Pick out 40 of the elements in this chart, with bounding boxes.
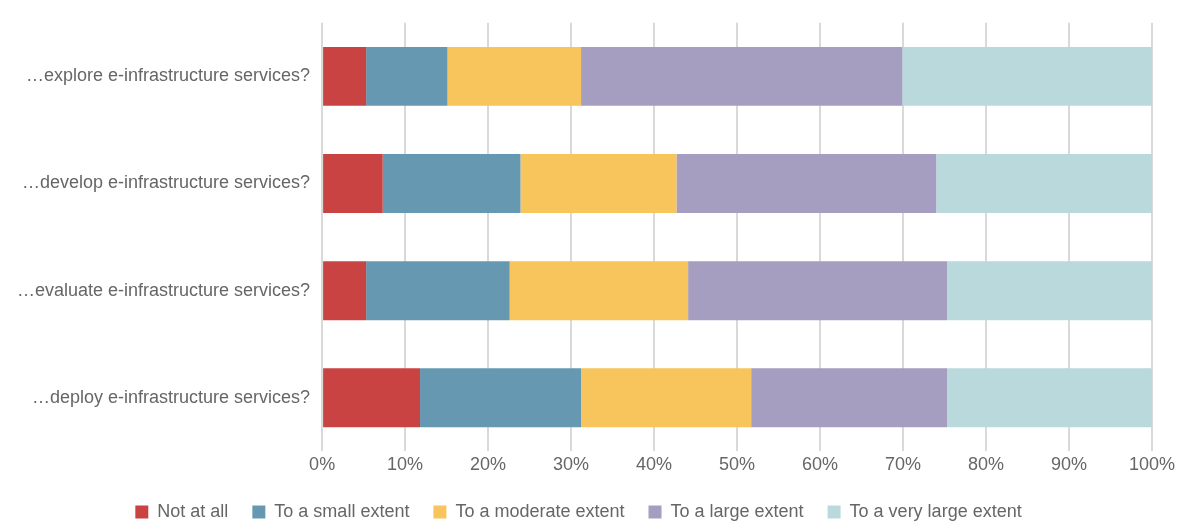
y-tick-label: …deploy e-infrastructure services? — [32, 386, 311, 407]
x-tick-label: 70% — [885, 454, 922, 475]
bar — [366, 261, 510, 321]
y-tick-label: …explore e-infrastructure services? — [26, 65, 311, 86]
x-tick-label: 20% — [470, 454, 507, 475]
x-tick-label: 40% — [636, 454, 673, 475]
bar — [420, 368, 582, 428]
bar — [688, 261, 948, 321]
bar — [947, 261, 1152, 321]
bar — [323, 154, 383, 213]
legend-label: To a moderate extent — [455, 500, 625, 521]
legend-label: To a small extent — [274, 500, 410, 521]
bar — [447, 46, 582, 106]
legend-label: To a very large extent — [849, 500, 1022, 521]
y-tick-label: …evaluate e-infrastructure services? — [17, 279, 311, 300]
bar — [936, 154, 1152, 213]
bar — [509, 261, 689, 321]
x-tick-label: 10% — [387, 454, 424, 475]
x-tick-label: 100% — [1128, 454, 1176, 475]
bar — [323, 46, 367, 106]
bar — [581, 46, 903, 106]
x-tick-label: 60% — [802, 454, 839, 475]
x-tick-label: 80% — [968, 454, 1005, 475]
bar — [323, 261, 367, 321]
legend-label: Not at all — [157, 500, 229, 521]
x-tick-label: 90% — [1051, 454, 1088, 475]
legend-label: To a large extent — [670, 500, 804, 521]
bar — [323, 368, 421, 428]
y-tick-label: …develop e-infrastructure services? — [22, 172, 311, 193]
bar — [581, 368, 752, 428]
bar — [947, 368, 1152, 428]
x-tick-label: 30% — [553, 454, 590, 475]
x-tick-label: 50% — [719, 454, 756, 475]
bar — [520, 154, 677, 213]
bar — [366, 46, 448, 106]
bar — [382, 154, 521, 213]
bar — [676, 154, 937, 213]
bar — [751, 368, 948, 428]
bar — [902, 46, 1152, 106]
x-tick-label: 0% — [309, 454, 336, 475]
